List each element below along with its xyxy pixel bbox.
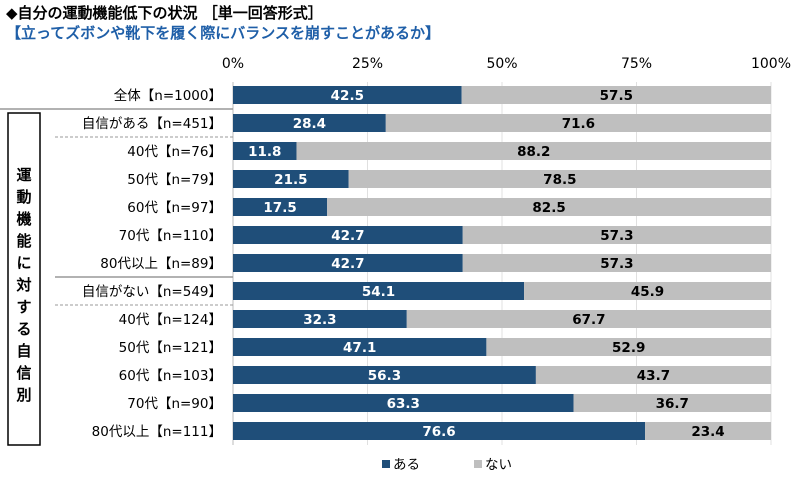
bar-aru [233, 338, 487, 356]
category-label: 全体【n=1000】 [114, 87, 222, 104]
data-label: 56.3 [368, 368, 401, 384]
data-label: 88.2 [517, 144, 550, 160]
data-label: 52.9 [612, 340, 645, 356]
data-label: 32.3 [303, 312, 336, 328]
data-label: 43.7 [637, 368, 670, 384]
group-label-char: 信 [16, 364, 31, 382]
bar-nai [462, 254, 771, 272]
bar-aru [233, 310, 407, 328]
chart-subtitle: 【立ってズボンや靴下を履く際にバランスを崩すことがあるか】 [6, 24, 440, 42]
x-tick-label: 25% [352, 56, 383, 72]
data-label: 28.4 [293, 116, 326, 132]
data-label: 57.3 [600, 228, 633, 244]
bar-nai [524, 282, 771, 300]
category-label: 40代【n=124】 [119, 312, 222, 328]
category-label: 60代【n=97】 [127, 200, 222, 216]
bar-aru [233, 394, 574, 412]
category-label: 50代【n=79】 [127, 172, 222, 188]
x-tick-label: 0% [222, 56, 244, 72]
group-label-char: 自 [16, 342, 31, 360]
group-label-char: 能 [16, 232, 31, 250]
legend-swatch [382, 460, 390, 468]
category-label: 60代【n=103】 [119, 368, 222, 384]
data-label: 71.6 [562, 116, 595, 132]
bar-aru [233, 282, 525, 300]
data-label: 11.8 [248, 144, 281, 160]
data-label: 42.5 [331, 88, 364, 104]
category-label: 70代【n=90】 [127, 396, 222, 412]
bar-aru [233, 254, 463, 272]
bar-aru [233, 86, 462, 104]
legend-label: ある [393, 457, 420, 473]
bar-nai [348, 170, 771, 188]
data-label: 76.6 [422, 424, 455, 440]
data-label: 42.7 [331, 228, 364, 244]
bar-aru [233, 198, 328, 216]
group-label-char: 別 [15, 386, 31, 404]
bar-nai [573, 394, 771, 412]
category-label: 40代【n=76】 [127, 144, 222, 160]
data-label: 57.3 [600, 256, 633, 272]
data-label: 17.5 [263, 200, 296, 216]
group-label-char: 対 [15, 276, 31, 294]
bar-aru [233, 142, 297, 160]
data-label: 47.1 [343, 340, 376, 356]
chart-title: ◆自分の運動機能低下の状況 ［単一回答形式］ [6, 4, 323, 22]
category-label: 70代【n=110】 [119, 228, 222, 244]
bar-aru [233, 114, 386, 132]
data-label: 78.5 [543, 172, 576, 188]
bar-nai [327, 198, 771, 216]
group-label-char: 機 [16, 210, 31, 228]
bar-nai [535, 366, 771, 384]
bar-nai [462, 226, 771, 244]
data-label: 23.4 [691, 424, 724, 440]
group-label-char: す [16, 298, 31, 316]
x-tick-label: 100% [751, 56, 791, 72]
bar-aru [233, 226, 463, 244]
data-label: 21.5 [274, 172, 307, 188]
bar-nai [385, 114, 771, 132]
bar-aru [233, 170, 349, 188]
x-tick-label: 75% [621, 56, 652, 72]
group-box [7, 112, 41, 446]
bar-nai [461, 86, 771, 104]
data-label: 45.9 [631, 284, 664, 300]
category-label: 80代以上【n=89】 [100, 256, 222, 272]
legend-label: ない [485, 457, 512, 473]
data-label: 82.5 [532, 200, 565, 216]
bar-nai [296, 142, 771, 160]
data-label: 57.5 [600, 88, 633, 104]
group-label-char: に [16, 254, 31, 272]
data-label: 63.3 [387, 396, 420, 412]
group-label-char: る [16, 320, 31, 338]
group-label-char: 動 [16, 188, 31, 206]
bar-aru [233, 366, 536, 384]
category-label: 50代【n=121】 [119, 340, 222, 356]
category-label: 自信がある【n=451】 [82, 116, 222, 132]
bar-nai [645, 422, 771, 440]
data-label: 42.7 [331, 256, 364, 272]
bar-nai [406, 310, 771, 328]
bar-aru [233, 422, 646, 440]
x-tick-label: 50% [486, 56, 517, 72]
data-label: 36.7 [656, 396, 689, 412]
category-label: 80代以上【n=111】 [92, 424, 222, 440]
group-label-char: 運 [16, 166, 32, 184]
legend-swatch [474, 460, 482, 468]
data-label: 67.7 [572, 312, 605, 328]
category-label: 自信がない【n=549】 [82, 284, 222, 300]
bar-nai [486, 338, 771, 356]
data-label: 54.1 [362, 284, 395, 300]
